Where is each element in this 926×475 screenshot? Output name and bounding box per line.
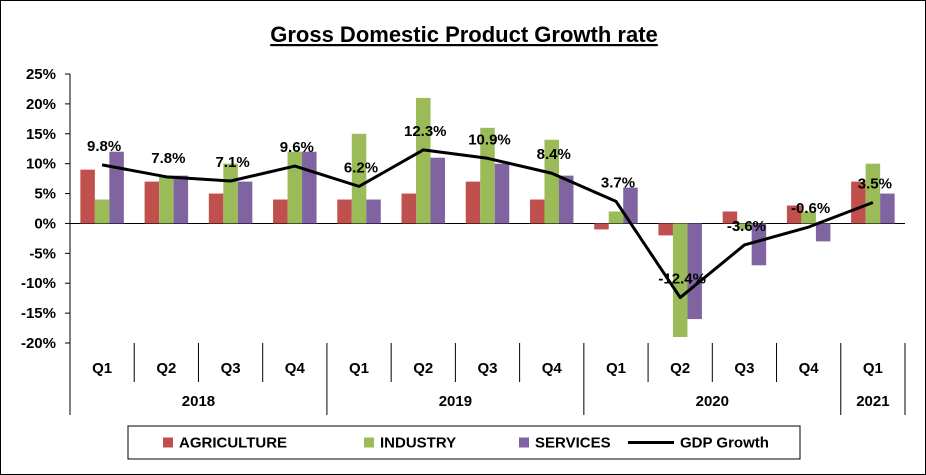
legend-swatch-industry bbox=[364, 437, 374, 448]
bar-industry bbox=[287, 151, 303, 224]
y-tick-label: 25% bbox=[26, 66, 56, 83]
y-tick-label: -10% bbox=[21, 275, 56, 292]
y-tick-label: -15% bbox=[21, 305, 56, 322]
x-tick-label-year: 2021 bbox=[856, 393, 889, 410]
gdp-data-label: 9.6% bbox=[280, 139, 314, 156]
gdp-data-label: 6.2% bbox=[344, 159, 378, 176]
chart-title: Gross Domestic Product Growth rate bbox=[270, 22, 658, 47]
x-tick-label-quarter: Q3 bbox=[221, 360, 241, 377]
bar-services bbox=[751, 223, 767, 266]
gdp-data-label: 12.3% bbox=[404, 123, 447, 140]
x-tick-label-quarter: Q3 bbox=[734, 360, 754, 377]
legend-box bbox=[127, 425, 801, 460]
bar-industry bbox=[608, 211, 624, 224]
bar-services bbox=[623, 187, 638, 224]
bar-services bbox=[237, 181, 253, 224]
x-tick-label-quarter: Q4 bbox=[285, 360, 306, 377]
y-tick-label: 10% bbox=[26, 156, 56, 173]
x-tick-label-year: 2020 bbox=[696, 393, 729, 410]
bar-industry bbox=[672, 223, 688, 338]
bar-agriculture bbox=[465, 181, 481, 224]
bar-industry bbox=[801, 211, 816, 224]
x-tick-label-quarter: Q2 bbox=[156, 360, 176, 377]
bar-agriculture bbox=[337, 199, 352, 224]
gdp-line bbox=[101, 148, 874, 300]
legend-swatch-agriculture bbox=[163, 437, 173, 448]
y-tick-label: 5% bbox=[34, 186, 56, 203]
bar-industry bbox=[94, 199, 110, 224]
bar-agriculture bbox=[851, 181, 866, 224]
gdp-data-label: -3.6% bbox=[727, 218, 766, 235]
bar-industry bbox=[159, 175, 174, 224]
bar-industry bbox=[544, 139, 559, 224]
bar-services bbox=[687, 223, 702, 320]
bar-services bbox=[366, 199, 381, 224]
bar-agriculture bbox=[786, 205, 802, 224]
bar-services bbox=[815, 223, 831, 242]
bar-industry bbox=[737, 223, 752, 230]
y-tick-label: 0% bbox=[34, 215, 56, 232]
bar-services bbox=[173, 175, 189, 224]
bar-services bbox=[109, 151, 124, 224]
x-tick-label-quarter: Q2 bbox=[670, 360, 690, 377]
bar-services bbox=[558, 175, 574, 224]
gdp-data-label: 3.5% bbox=[858, 176, 892, 193]
gdp-data-label: 3.7% bbox=[601, 174, 635, 191]
bar-industry bbox=[865, 163, 881, 224]
bar-services bbox=[302, 151, 317, 224]
x-tick-label-year: 2018 bbox=[182, 393, 215, 410]
y-tick-label: 15% bbox=[26, 126, 56, 143]
bar-industry bbox=[416, 97, 431, 224]
gdp-data-label: -0.6% bbox=[791, 200, 830, 217]
legend-label: AGRICULTURE bbox=[179, 435, 287, 452]
bar-services bbox=[494, 163, 510, 224]
y-tick-label: -20% bbox=[21, 335, 56, 352]
bar-agriculture bbox=[401, 193, 417, 224]
bar-agriculture bbox=[722, 211, 738, 224]
x-tick-label-quarter: Q1 bbox=[92, 360, 112, 377]
gdp-data-label: 8.4% bbox=[537, 146, 571, 163]
bar-agriculture bbox=[594, 223, 609, 230]
legend-label: INDUSTRY bbox=[380, 435, 456, 452]
bar-agriculture bbox=[144, 181, 160, 224]
legend-label: SERVICES bbox=[535, 435, 611, 452]
x-tick-label-quarter: Q1 bbox=[863, 360, 883, 377]
legend-label: GDP Growth bbox=[680, 435, 769, 452]
bar-agriculture bbox=[273, 199, 288, 224]
gdp-data-label: 7.1% bbox=[215, 154, 249, 171]
y-tick-label: 20% bbox=[26, 96, 56, 113]
bar-agriculture bbox=[208, 193, 224, 224]
axes: -20% -15% -10% -5% 0% 5% 10% 15% 20% 25% Q1 Q2 Q3 Q4 Q… bbox=[21, 66, 906, 415]
x-tick-label-year: 2019 bbox=[439, 393, 472, 410]
x-tick-label-quarter: Q4 bbox=[542, 360, 563, 377]
bar-agriculture bbox=[658, 223, 673, 236]
bar-agriculture bbox=[80, 169, 95, 224]
gdp-data-label: 7.8% bbox=[151, 150, 185, 167]
x-tick-label-quarter: Q4 bbox=[799, 360, 820, 377]
x-tick-label-quarter: Q3 bbox=[477, 360, 497, 377]
legend: AGRICULTURE INDUSTRY SERVICES GDP Growth bbox=[127, 425, 801, 460]
x-tick-label-quarter: Q1 bbox=[606, 360, 626, 377]
bar-services bbox=[430, 157, 446, 224]
bars bbox=[80, 97, 895, 338]
bar-industry bbox=[351, 133, 367, 224]
bar-industry bbox=[223, 163, 238, 224]
data-labels: 9.8% 7.8% 7.1% 9.6% 6.2% 12.3% 10.9% 8.4% 3.7% -1… bbox=[87, 123, 892, 288]
legend-swatch-services bbox=[519, 437, 529, 448]
gdp-data-label: -12.4% bbox=[658, 271, 706, 288]
x-tick-label-quarter: Q1 bbox=[349, 360, 369, 377]
y-tick-label: -5% bbox=[29, 245, 56, 262]
gdp-data-label: 10.9% bbox=[468, 131, 511, 148]
bar-industry bbox=[480, 127, 495, 224]
bar-agriculture bbox=[529, 199, 545, 224]
bar-services bbox=[880, 193, 895, 224]
gdp-data-label: 9.8% bbox=[87, 138, 121, 155]
x-tick-label-quarter: Q2 bbox=[413, 360, 433, 377]
